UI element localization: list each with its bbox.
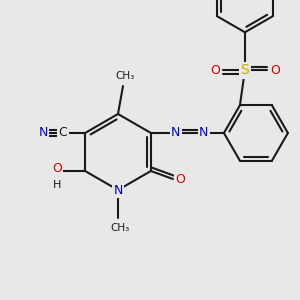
Text: N: N: [171, 125, 181, 139]
Text: C: C: [59, 127, 68, 140]
Text: O: O: [175, 172, 185, 185]
Text: CH₃: CH₃: [116, 71, 135, 81]
Text: N: N: [199, 125, 208, 139]
Text: N: N: [38, 127, 48, 140]
Text: N: N: [113, 184, 123, 196]
Text: H: H: [53, 180, 61, 190]
Text: S: S: [241, 63, 249, 77]
Text: O: O: [210, 64, 220, 77]
Text: CH₃: CH₃: [110, 223, 130, 233]
Text: O: O: [52, 163, 62, 176]
Text: O: O: [270, 64, 280, 77]
